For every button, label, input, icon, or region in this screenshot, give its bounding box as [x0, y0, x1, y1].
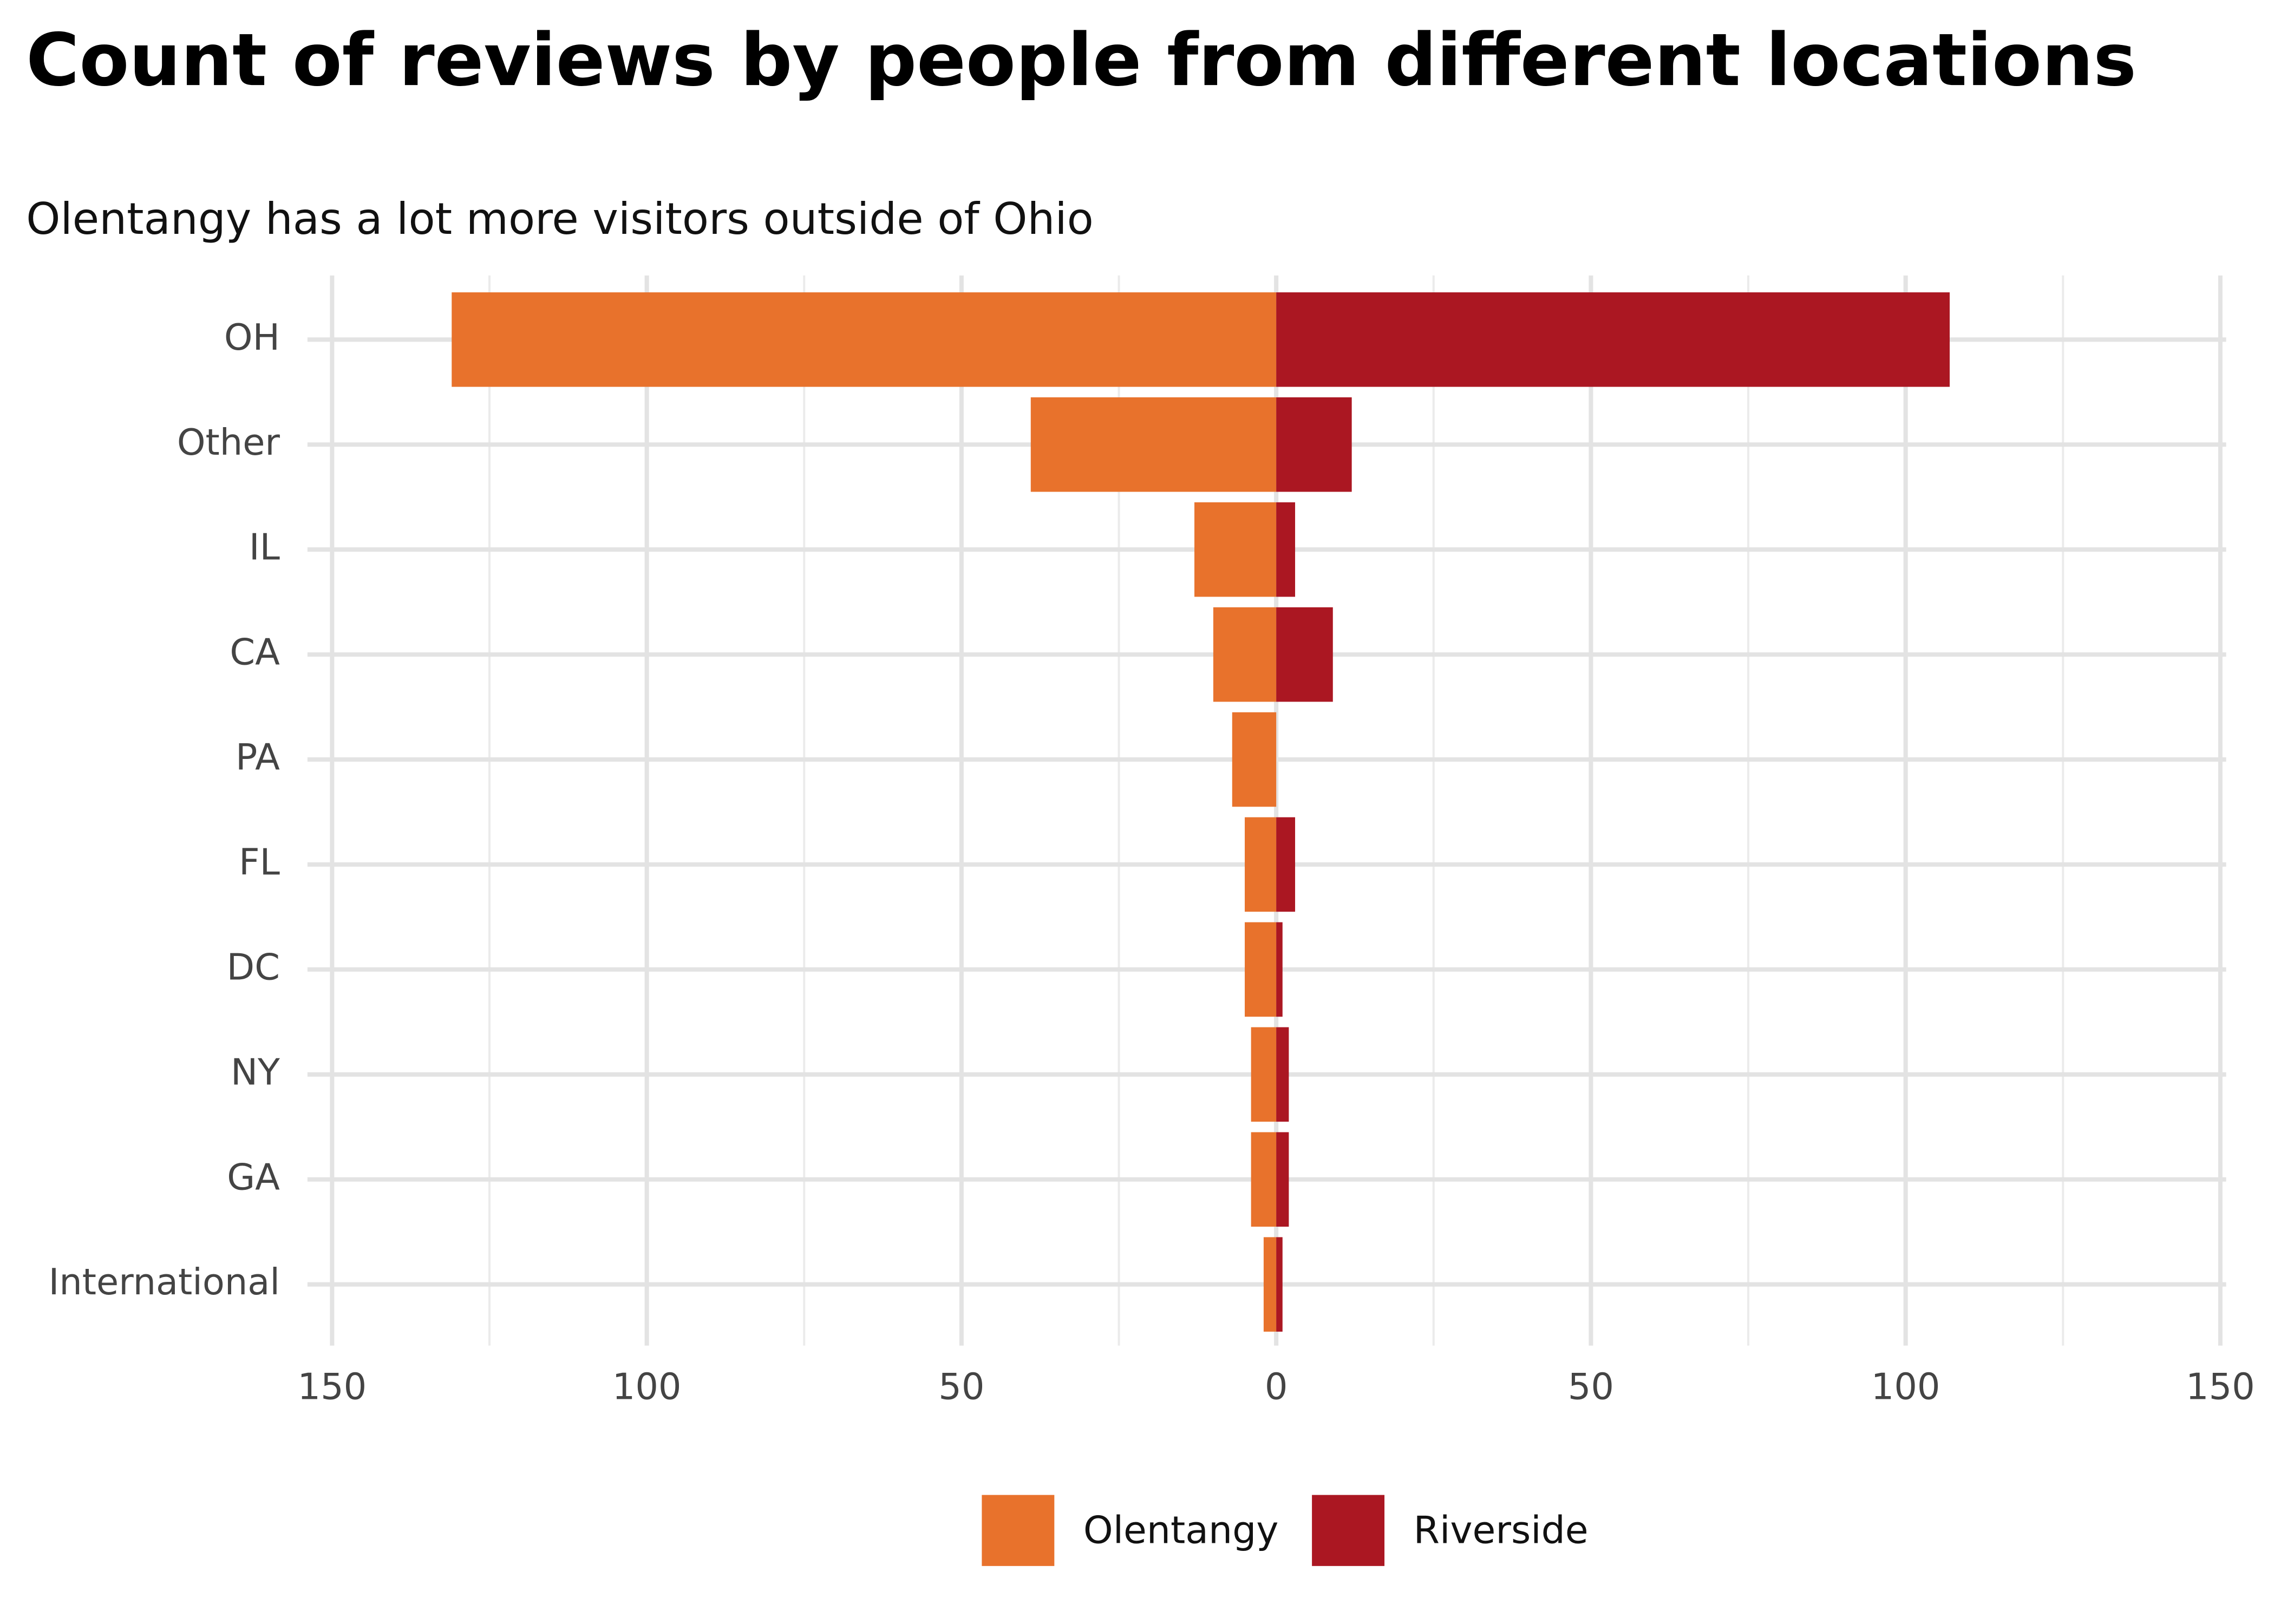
bar [1251, 1132, 1277, 1227]
x-tick-label: 100 [1871, 1366, 1940, 1408]
bar [1276, 922, 1283, 1017]
x-tick-label: 50 [1568, 1366, 1614, 1408]
bar [1251, 1027, 1277, 1122]
bar [1276, 607, 1333, 702]
bar [1276, 1027, 1289, 1122]
y-tick-label: IL [249, 526, 280, 568]
y-tick-label: NY [231, 1051, 280, 1093]
y-tick-label: DC [227, 946, 280, 988]
bar [1276, 292, 1950, 387]
y-tick-label: Other [177, 421, 280, 463]
y-tick-label: International [49, 1261, 280, 1303]
x-tick-label: 0 [1265, 1366, 1288, 1408]
y-tick-label: OH [224, 316, 280, 358]
bar [452, 292, 1277, 387]
x-tick-label: 100 [612, 1366, 682, 1408]
y-tick-label: PA [236, 736, 280, 778]
y-tick-label: CA [230, 631, 280, 673]
bar [1194, 502, 1277, 597]
bar [1276, 817, 1296, 912]
legend-label: Riverside [1414, 1508, 1589, 1552]
bar [1276, 1237, 1283, 1332]
legend-swatch [1312, 1495, 1385, 1566]
bar [1276, 1132, 1289, 1227]
bar [1245, 922, 1277, 1017]
legend-label: Olentangy [1083, 1508, 1279, 1552]
bar [1213, 607, 1277, 702]
bar [1030, 397, 1277, 492]
x-tick-label: 150 [297, 1366, 367, 1408]
bar [1276, 397, 1352, 492]
x-tick-label: 50 [938, 1366, 984, 1408]
bar [1232, 712, 1277, 807]
bar [1276, 502, 1296, 597]
x-tick-label: 150 [2186, 1366, 2255, 1408]
bar [1245, 817, 1277, 912]
chart-subtitle: Olentangy has a lot more visitors outsid… [26, 193, 1094, 244]
y-tick-label: FL [239, 841, 280, 883]
legend-swatch [982, 1495, 1055, 1566]
chart-title: Count of reviews by people from differen… [26, 18, 2136, 102]
bar [1263, 1237, 1277, 1332]
y-tick-label: GA [227, 1156, 280, 1198]
